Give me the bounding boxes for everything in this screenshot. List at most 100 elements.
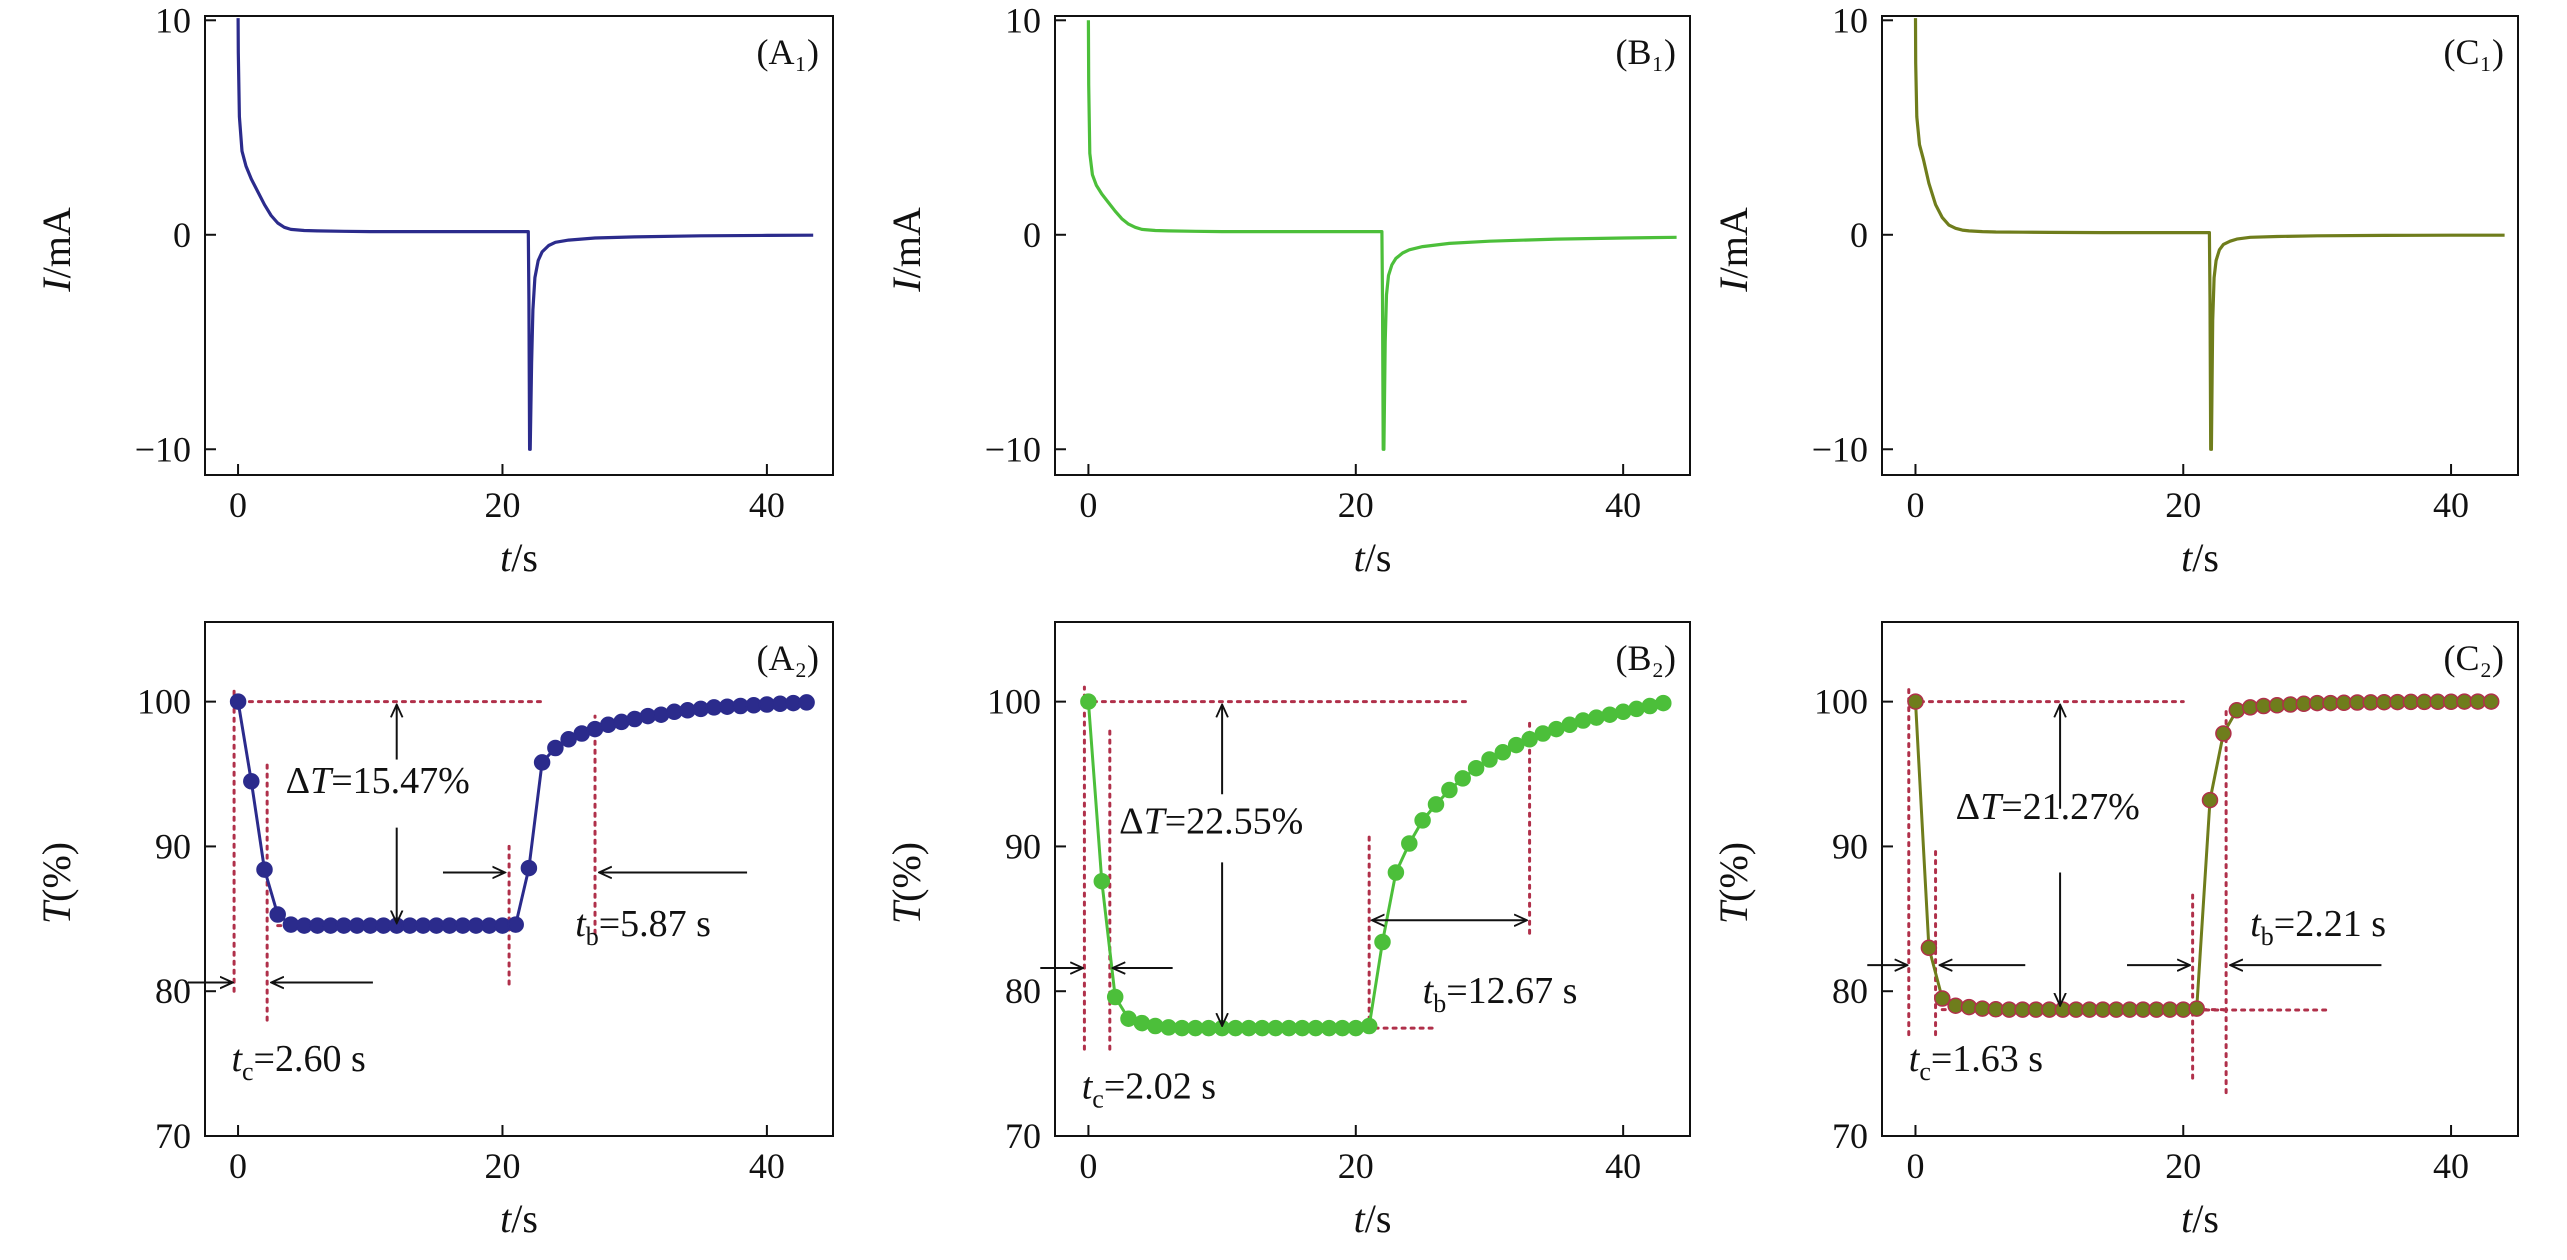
y-axis-label-C1-unit: /mA bbox=[1711, 207, 1756, 278]
data-point-C2 bbox=[1960, 998, 1978, 1016]
annotation-sub: b bbox=[2261, 922, 2274, 951]
x-tick-label-A2: 40 bbox=[749, 1146, 785, 1186]
annotation-value: =2.60 s bbox=[254, 1038, 366, 1080]
y-axis-label-B2-var: T bbox=[884, 899, 929, 924]
data-point-C2 bbox=[2241, 699, 2259, 716]
panel-label-B1: (B₁) bbox=[1615, 32, 1676, 72]
x-axis-label-B1-unit: /s bbox=[1365, 535, 1392, 580]
x-axis-label-C1: t/s bbox=[2181, 535, 2219, 580]
x-axis-label-B2: t/s bbox=[1354, 1196, 1392, 1241]
data-point-A2 bbox=[533, 754, 551, 771]
y-tick-label-A2: 80 bbox=[155, 971, 191, 1011]
data-point-B2 bbox=[1655, 694, 1672, 712]
y-axis-label-C1: I/mA bbox=[1711, 207, 1756, 293]
data-point-C2 bbox=[2201, 791, 2219, 809]
data-point-C2 bbox=[2228, 702, 2246, 719]
x-axis-label-A1-unit: /s bbox=[511, 535, 538, 580]
y-axis-label-A2: T(%) bbox=[34, 842, 79, 924]
data-point-A2 bbox=[520, 859, 538, 877]
y-axis-label-A1: I/mA bbox=[34, 207, 79, 293]
annotation-var: t bbox=[1082, 1065, 1094, 1107]
annotation-prefix: Δ bbox=[286, 760, 310, 802]
y-tick-label-B1: −10 bbox=[985, 429, 1041, 469]
panel-A1: 0 20 40 −10 0 10 t/s I/mA (A₁) bbox=[34, 0, 834, 580]
data-point-B2 bbox=[1387, 864, 1405, 881]
panel-C1: 0 20 40 −10 0 10 t/s I/mA (C₁) bbox=[1711, 0, 2519, 580]
panel-label-A2: (A₂) bbox=[756, 638, 819, 678]
annotation-sub: c bbox=[1092, 1084, 1104, 1113]
data-point-A2 bbox=[507, 916, 524, 933]
plot-frame-B2 bbox=[1054, 621, 1691, 1137]
y-axis-label-C2: T(%) bbox=[1711, 842, 1756, 924]
y-tick-label-A1: 0 bbox=[173, 215, 191, 255]
annotation-var: T bbox=[310, 760, 334, 802]
annotation-var: t bbox=[231, 1038, 243, 1080]
annotation-B2: ΔT=22.55% bbox=[1119, 800, 1303, 842]
data-point-B2 bbox=[1481, 751, 1498, 768]
series-line-B1 bbox=[1086, 20, 1677, 451]
annotation-C2: ΔT=21.27% bbox=[1956, 786, 2140, 828]
x-axis-label-A1: t/s bbox=[500, 535, 538, 580]
data-point-C2 bbox=[1920, 939, 1938, 957]
x-axis-label-C2-var: t bbox=[2181, 1196, 2193, 1241]
annotation-prefix: Δ bbox=[1119, 800, 1143, 842]
annotation-B2: tc=2.02 s bbox=[1082, 1065, 1216, 1113]
data-point-A2 bbox=[652, 706, 670, 723]
data-point-B2 bbox=[1628, 700, 1645, 718]
x-axis-label-C2: t/s bbox=[2181, 1196, 2219, 1241]
y-tick-label-B1: 10 bbox=[1005, 0, 1041, 40]
x-axis-label-C2-unit: /s bbox=[2192, 1196, 2219, 1241]
panel-label-A1: (A₁) bbox=[756, 32, 819, 72]
annotation-sub: b bbox=[586, 922, 599, 951]
data-point-C2 bbox=[1947, 997, 1964, 1014]
y-axis-label-C2-unit: (%) bbox=[1711, 842, 1756, 902]
panel-label-C1: (C₁) bbox=[2443, 32, 2504, 72]
plot-frame-C1 bbox=[1881, 15, 2519, 476]
plot-frame-A1 bbox=[204, 15, 834, 476]
panel-label-B2: (B₂) bbox=[1615, 638, 1676, 678]
annotation-value: =2.21 s bbox=[2274, 903, 2386, 945]
data-point-B2 bbox=[1641, 697, 1659, 715]
data-point-B2 bbox=[1614, 703, 1632, 721]
y-axis-label-B1: I/mA bbox=[884, 207, 929, 293]
data-point-B2 bbox=[1494, 744, 1512, 761]
annotation-value: =12.67 s bbox=[1446, 970, 1577, 1012]
y-tick-label-A2: 100 bbox=[137, 682, 191, 722]
data-point-B2 bbox=[1360, 1017, 1378, 1035]
y-axis-label-C2-var: T bbox=[1711, 899, 1756, 924]
annotation-sub: b bbox=[1433, 989, 1446, 1018]
y-tick-label-A2: 90 bbox=[155, 826, 191, 866]
annotation-C2: tc=1.63 s bbox=[1909, 1038, 2043, 1086]
x-tick-label-B1: 20 bbox=[1338, 485, 1374, 525]
y-tick-label-C2: 70 bbox=[1832, 1116, 1868, 1156]
annotation-A2: tc=2.60 s bbox=[231, 1038, 365, 1086]
x-tick-label-A2: 20 bbox=[484, 1146, 520, 1186]
annotation-sub: c bbox=[242, 1057, 254, 1086]
annotation-sub: c bbox=[1919, 1057, 1931, 1086]
x-tick-label-B2: 0 bbox=[1079, 1146, 1097, 1186]
annotation-var: T bbox=[1980, 786, 2004, 828]
annotation-value: =22.55% bbox=[1165, 800, 1304, 842]
x-tick-label-B1: 0 bbox=[1079, 485, 1097, 525]
data-point-B2 bbox=[1507, 736, 1525, 754]
data-point-A2 bbox=[269, 906, 286, 923]
y-axis-label-A1-unit: /mA bbox=[34, 207, 79, 278]
y-tick-label-C1: −10 bbox=[1812, 429, 1868, 469]
x-tick-label-A1: 40 bbox=[749, 485, 785, 525]
x-tick-label-A1: 0 bbox=[229, 485, 247, 525]
x-tick-label-C2: 0 bbox=[1906, 1146, 1924, 1186]
data-point-B2 bbox=[1374, 933, 1391, 951]
series-line-C2 bbox=[1914, 700, 2492, 1012]
y-axis-label-B2-unit: (%) bbox=[884, 842, 929, 902]
y-tick-label-A1: 10 bbox=[155, 0, 191, 40]
series-line-A1 bbox=[236, 18, 814, 451]
data-point-A2 bbox=[599, 716, 617, 734]
y-tick-label-C2: 90 bbox=[1832, 826, 1868, 866]
data-point-C2 bbox=[1907, 693, 1924, 710]
y-tick-label-B2: 100 bbox=[987, 682, 1041, 722]
x-axis-label-B2-unit: /s bbox=[1365, 1196, 1392, 1241]
x-tick-label-B2: 20 bbox=[1338, 1146, 1374, 1186]
panel-C2: 0 20 40708090100t/sT(%)(C₂)ΔT=21.27%tb=2.2… bbox=[1711, 621, 2519, 1241]
annotation-var: T bbox=[1144, 800, 1168, 842]
x-axis-label-A2-var: t bbox=[500, 1196, 512, 1241]
